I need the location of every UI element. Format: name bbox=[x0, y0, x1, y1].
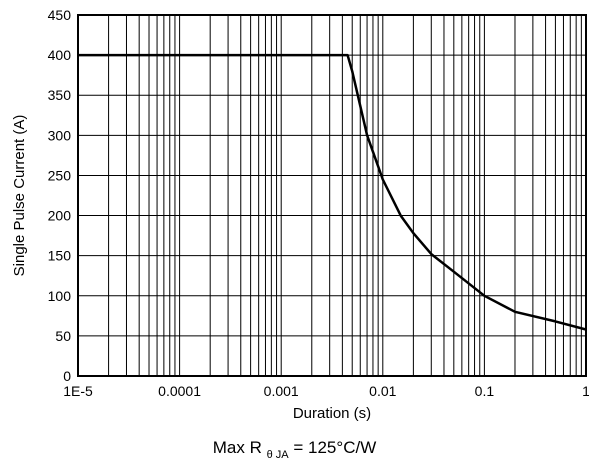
y-tick-label: 100 bbox=[48, 288, 72, 304]
footnote-suffix: = 125°C/W bbox=[293, 438, 377, 457]
x-tick-label: 0.001 bbox=[264, 383, 299, 399]
plot-frame bbox=[77, 14, 587, 377]
x-tick-label: 1E-5 bbox=[63, 383, 93, 399]
y-tick-label: 50 bbox=[55, 328, 71, 344]
y-tick-label: 350 bbox=[48, 87, 72, 103]
series-line bbox=[78, 53, 587, 331]
footnote: Max R θ JA = 125°C/W bbox=[0, 438, 589, 461]
x-tick-label: 0.01 bbox=[369, 383, 396, 399]
y-tick-label: 150 bbox=[48, 248, 72, 264]
x-tick-label: 1 bbox=[582, 383, 589, 399]
y-tick-label: 250 bbox=[48, 167, 72, 183]
y-tick-label: 200 bbox=[48, 208, 72, 224]
footnote-subscript: θ JA bbox=[266, 449, 289, 461]
y-tick-label: 400 bbox=[48, 47, 72, 63]
y-axis-label: Single Pulse Current (A) bbox=[11, 115, 28, 277]
y-tick-label: 0 bbox=[63, 368, 71, 384]
y-tick-label: 450 bbox=[48, 7, 72, 23]
series-layer bbox=[78, 53, 587, 331]
y-tick-label: 300 bbox=[48, 127, 72, 143]
x-axis-label: Duration (s) bbox=[293, 405, 371, 422]
footnote-prefix: Max R bbox=[212, 438, 262, 457]
pulse-current-chart: 1E-5 0.0001 0.001 0.01 0.1 1 0 50 100 150 200 250 30… bbox=[11, 7, 589, 422]
tick-labels: 1E-5 0.0001 0.001 0.01 0.1 1 0 50 100 150 200 250 30… bbox=[48, 7, 589, 399]
grid-lines bbox=[77, 14, 586, 377]
x-tick-label: 0.1 bbox=[475, 383, 495, 399]
x-tick-label: 0.0001 bbox=[158, 383, 201, 399]
